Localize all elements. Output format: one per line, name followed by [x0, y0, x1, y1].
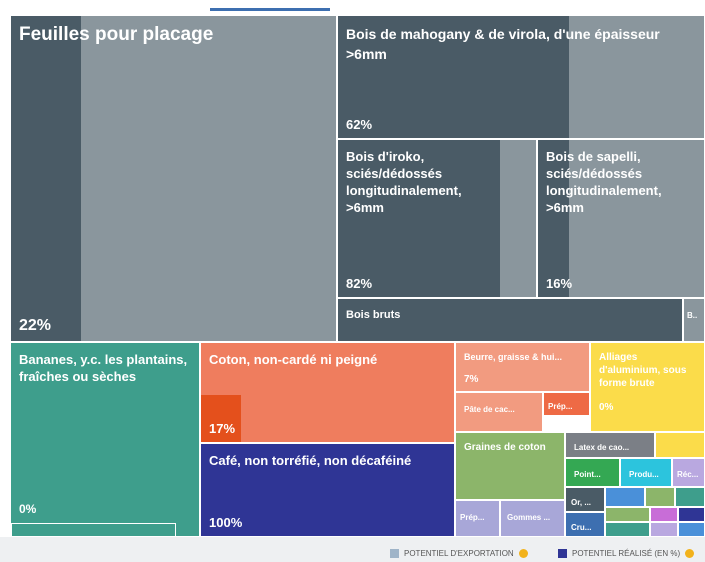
tile-label: Prép... [548, 402, 573, 411]
tile[interactable]: Produ... [620, 458, 672, 487]
small-tile [650, 522, 678, 537]
tile-label: Beurre, graisse & hui... [464, 352, 563, 362]
tile-label: Gommes ... [507, 513, 551, 522]
tile-label: Or, ... [571, 498, 592, 507]
tile-percent: 22% [19, 317, 52, 334]
tile[interactable]: Graines de coton [455, 432, 565, 500]
small-tile [605, 507, 650, 522]
tile-label: Cru... [571, 523, 592, 532]
tile[interactable]: Bois bruts [337, 298, 683, 342]
tile[interactable]: Bois de sapelli, sciés/dédossés longitud… [537, 139, 705, 298]
small-tile [675, 487, 705, 507]
footer [0, 537, 705, 562]
tile[interactable]: Gommes ... [500, 500, 565, 537]
sub-tile [11, 523, 176, 536]
tile-percent: 82% [346, 276, 373, 291]
tile[interactable]: Cru... [565, 512, 605, 537]
tile[interactable]: Bois d'iroko, sciés/dédossés longitudina… [337, 139, 537, 298]
tile-label: Bois de mahogany & de virola, d'une épai… [346, 26, 660, 62]
tile-label: Coton, non-cardé ni peigné [209, 352, 378, 367]
tile-label: Alliages d'aluminium, sous forme brute [599, 352, 687, 389]
tile[interactable]: Bois de mahogany & de virola, d'une épai… [337, 15, 705, 139]
tile-percent: 100% [209, 515, 243, 530]
tile[interactable]: Feuilles pour placage 22% [10, 15, 337, 342]
realized-area [201, 395, 241, 442]
tile[interactable]: Point... [565, 458, 620, 487]
tile-label: Point... [574, 470, 601, 479]
small-tile [678, 522, 705, 537]
tile[interactable]: Réc... [672, 458, 705, 487]
tile[interactable]: Pâte de cac... [455, 392, 543, 432]
legend-item: POTENTIEL RÉALISÉ (EN %) [558, 549, 695, 558]
tile[interactable]: Latex de cao... [565, 432, 655, 458]
tile-label: Graines de coton [464, 442, 546, 453]
tile-label: Produ... [629, 470, 659, 479]
legend-swatch [558, 549, 567, 558]
legend-label: POTENTIEL RÉALISÉ (EN %) [572, 549, 681, 558]
tile[interactable]: Beurre, graisse & hui... 7% [455, 342, 590, 392]
tab-indicator [210, 8, 330, 11]
help-icon[interactable] [518, 549, 528, 558]
tile-label: Prép... [460, 513, 485, 522]
tile-percent: 16% [546, 276, 573, 291]
small-tile [655, 432, 705, 458]
help-icon[interactable] [685, 549, 695, 558]
unrealized-area [500, 140, 536, 297]
tile[interactable]: Bananes, y.c. les plantains, fraîches ou… [10, 342, 200, 537]
tile-label: Bois d'iroko, sciés/dédossés longitudina… [346, 149, 462, 215]
realized-area [538, 140, 569, 297]
tile-label: B.. [687, 311, 698, 320]
realized-area [11, 16, 81, 341]
tile-percent: 7% [464, 374, 479, 385]
tile-label: Pâte de cac... [464, 405, 515, 414]
unrealized-area [569, 16, 704, 138]
tile[interactable]: Alliages d'aluminium, sous forme brute 0… [590, 342, 705, 432]
tile-percent: 0% [599, 402, 614, 413]
tile-label: Bois de sapelli, sciés/dédossés longitud… [546, 149, 662, 215]
small-tile [645, 487, 675, 507]
small-tile [605, 522, 650, 537]
tile-percent: 62% [346, 117, 373, 132]
legend-item: POTENTIEL D'EXPORTATION [390, 549, 528, 558]
tile-percent: 0% [19, 502, 37, 516]
tile[interactable]: Prép... [455, 500, 500, 537]
tile[interactable]: Café, non torréfié, non décaféiné 100% [200, 443, 455, 537]
tile[interactable]: Prép... [543, 392, 590, 416]
tile-label: Bananes, y.c. les plantains, fraîches ou… [19, 352, 188, 384]
tile[interactable]: Or, ... [565, 487, 605, 512]
tile-label: Feuilles pour placage [19, 24, 214, 45]
small-tile [605, 487, 645, 507]
legend-label: POTENTIEL D'EXPORTATION [404, 549, 514, 558]
small-tile [678, 507, 705, 522]
tile-label: Réc... [677, 470, 699, 479]
tile-percent: 17% [209, 421, 236, 436]
legend-swatch [390, 549, 399, 558]
tile[interactable]: Coton, non-cardé ni peigné 17% [200, 342, 455, 443]
tile-label: Café, non torréfié, non décaféiné [209, 453, 412, 468]
tile-label: Bois bruts [346, 309, 401, 321]
small-tile [650, 507, 678, 522]
tile[interactable]: B.. [683, 298, 705, 342]
tile-label: Latex de cao... [574, 443, 630, 452]
